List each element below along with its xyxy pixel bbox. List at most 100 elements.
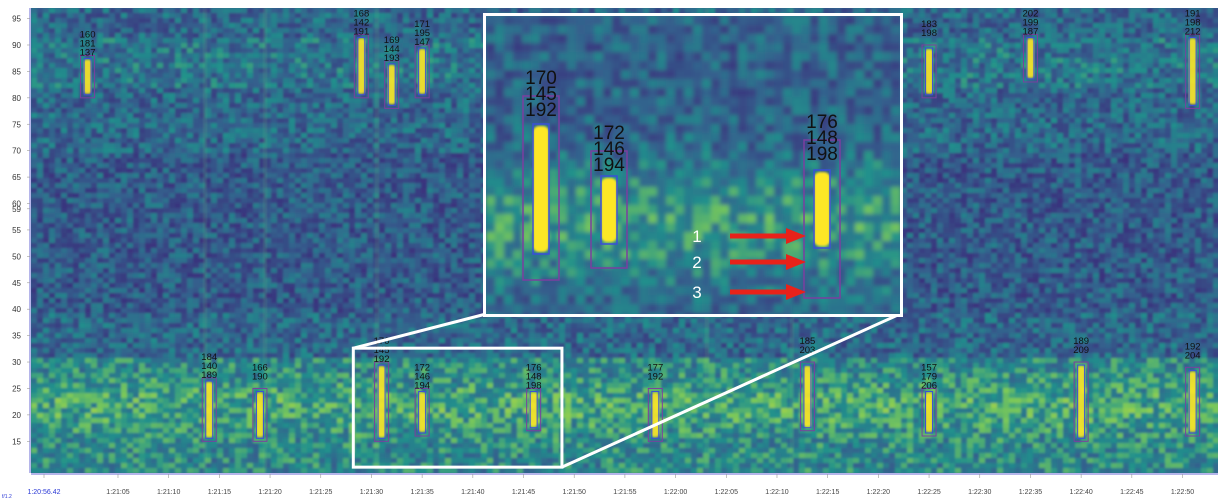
call-blob bbox=[529, 392, 538, 427]
detection-box-outer bbox=[414, 44, 430, 99]
detection-box-outer bbox=[1185, 33, 1201, 109]
detection-box-inner bbox=[418, 47, 427, 96]
detection-label: 144 bbox=[384, 44, 400, 55]
detection-box-inner bbox=[83, 58, 92, 96]
detection-label: 172 bbox=[414, 362, 430, 373]
detection-box-inner bbox=[255, 390, 264, 439]
detection-box-inner bbox=[925, 47, 934, 96]
detection-box-inner bbox=[1188, 36, 1197, 106]
detection-box-outer bbox=[526, 387, 542, 432]
detection-label: 137 bbox=[80, 48, 96, 59]
inset-detection-label: 148 bbox=[806, 128, 838, 149]
y-tick-label: 85 bbox=[12, 67, 21, 76]
detection-label: 181 bbox=[80, 39, 96, 50]
detection-label: 140 bbox=[201, 361, 217, 372]
y-tick-label: 80 bbox=[12, 94, 21, 103]
y-tick-label: 70 bbox=[12, 147, 21, 156]
y-tick-label: 60 bbox=[12, 200, 21, 209]
call-blob bbox=[83, 59, 92, 94]
inset-call-blob bbox=[601, 178, 617, 242]
zoom-callout bbox=[351, 312, 901, 469]
detection-label: 206 bbox=[921, 380, 937, 391]
detection-label: 168 bbox=[353, 8, 369, 19]
detection-box-inner bbox=[925, 390, 934, 434]
y-tick-label: 20 bbox=[12, 411, 21, 420]
detection-label: 183 bbox=[921, 19, 937, 30]
y-tick-label: 25 bbox=[12, 384, 21, 393]
detection-box-outer bbox=[1022, 33, 1038, 83]
detection-box-outer bbox=[921, 44, 937, 99]
x-tick-label: 1:21:05 bbox=[106, 489, 129, 496]
inset-detection-box-inner bbox=[813, 169, 831, 249]
detection-label: 192 bbox=[1185, 341, 1201, 352]
detection-label: 190 bbox=[252, 371, 268, 382]
y-tick-label: 55 bbox=[12, 226, 21, 235]
y-tick-label: 59 bbox=[12, 205, 21, 214]
zoom-connector-right bbox=[561, 312, 901, 469]
detection-box-inner bbox=[1077, 364, 1086, 439]
arrow-number-label: 3 bbox=[692, 283, 701, 302]
detection-box-inner bbox=[529, 390, 538, 429]
detection-label: 142 bbox=[353, 17, 369, 28]
call-blob bbox=[1188, 38, 1197, 105]
x-axis: 1:20:56.42 1:21:05 1:21:10 1:21:15 1:21:20 1:… bbox=[27, 473, 1218, 496]
detection-label: 176 bbox=[526, 362, 542, 373]
vertical-streak bbox=[263, 8, 267, 473]
detection-box-inner bbox=[205, 380, 214, 439]
call-blob bbox=[205, 381, 214, 438]
call-blob bbox=[387, 64, 396, 105]
detection-box-outer bbox=[799, 361, 815, 432]
y-unit-label: f/1.2 bbox=[2, 494, 12, 500]
detection-box-inner bbox=[803, 364, 812, 429]
call-blob bbox=[803, 366, 812, 427]
x-tick-label: 1:21:50 bbox=[563, 489, 586, 496]
y-axis: 95 90 85 80 75 70 65 60 55 50 45 40 35 30 25 20 15 59 f/1.… bbox=[2, 8, 31, 500]
detection-label: 198 bbox=[526, 380, 542, 391]
x-tick-label: 1:21:10 bbox=[157, 489, 180, 496]
arrow-number-label: 1 bbox=[692, 227, 701, 246]
call-blob bbox=[1026, 38, 1035, 78]
detection-box-inner bbox=[418, 390, 427, 434]
arrow-head bbox=[786, 228, 806, 244]
detection-label: 191 bbox=[353, 26, 369, 37]
inset-detection-label: 192 bbox=[525, 100, 557, 121]
detection-label: 193 bbox=[384, 53, 400, 64]
detection-label: 184 bbox=[201, 352, 217, 363]
detection-box-inner bbox=[357, 36, 366, 96]
y-tick-label: 75 bbox=[12, 120, 21, 129]
inset-detection-label: 146 bbox=[593, 139, 625, 160]
x-tick-label: 1:21:55 bbox=[613, 489, 636, 496]
y-tick-label: 95 bbox=[12, 15, 21, 24]
inset-detection-box-inner bbox=[532, 123, 550, 255]
detection-box-inner bbox=[1188, 369, 1197, 434]
detection-box-outer bbox=[1185, 366, 1201, 437]
y-tick-label: 35 bbox=[12, 332, 21, 341]
x-tick-label: 1:20:56.42 bbox=[27, 489, 60, 496]
detection-box-outer bbox=[1073, 361, 1089, 442]
x-tick-label: 1:21:40 bbox=[461, 489, 484, 496]
vertical-streak bbox=[203, 8, 207, 473]
detection-box-outer bbox=[374, 361, 390, 442]
x-tick-label: 1:22:35 bbox=[1019, 489, 1042, 496]
detection-label: 145 bbox=[374, 345, 390, 356]
inset-detection-label: 198 bbox=[806, 144, 838, 165]
zoom-connector-left bbox=[352, 312, 487, 350]
x-tick-label: 1:22:10 bbox=[765, 489, 788, 496]
call-blob bbox=[255, 392, 264, 438]
call-blob bbox=[651, 392, 660, 438]
y-tick-label: 30 bbox=[12, 358, 21, 367]
detection-label: 171 bbox=[414, 19, 430, 30]
detection-label: 185 bbox=[799, 336, 815, 347]
zoom-source-box bbox=[351, 346, 564, 469]
call-blob bbox=[925, 48, 934, 94]
detection-label: 204 bbox=[1185, 350, 1201, 361]
x-tick-label: 1:21:15 bbox=[208, 489, 231, 496]
call-blob bbox=[1188, 371, 1197, 433]
detection-label: 187 bbox=[1023, 26, 1039, 37]
x-tick-label: 1:21:30 bbox=[360, 489, 383, 496]
detection-label: 192 bbox=[374, 354, 390, 365]
detection-box-inner bbox=[387, 63, 396, 106]
detection-box-outer bbox=[353, 33, 369, 99]
